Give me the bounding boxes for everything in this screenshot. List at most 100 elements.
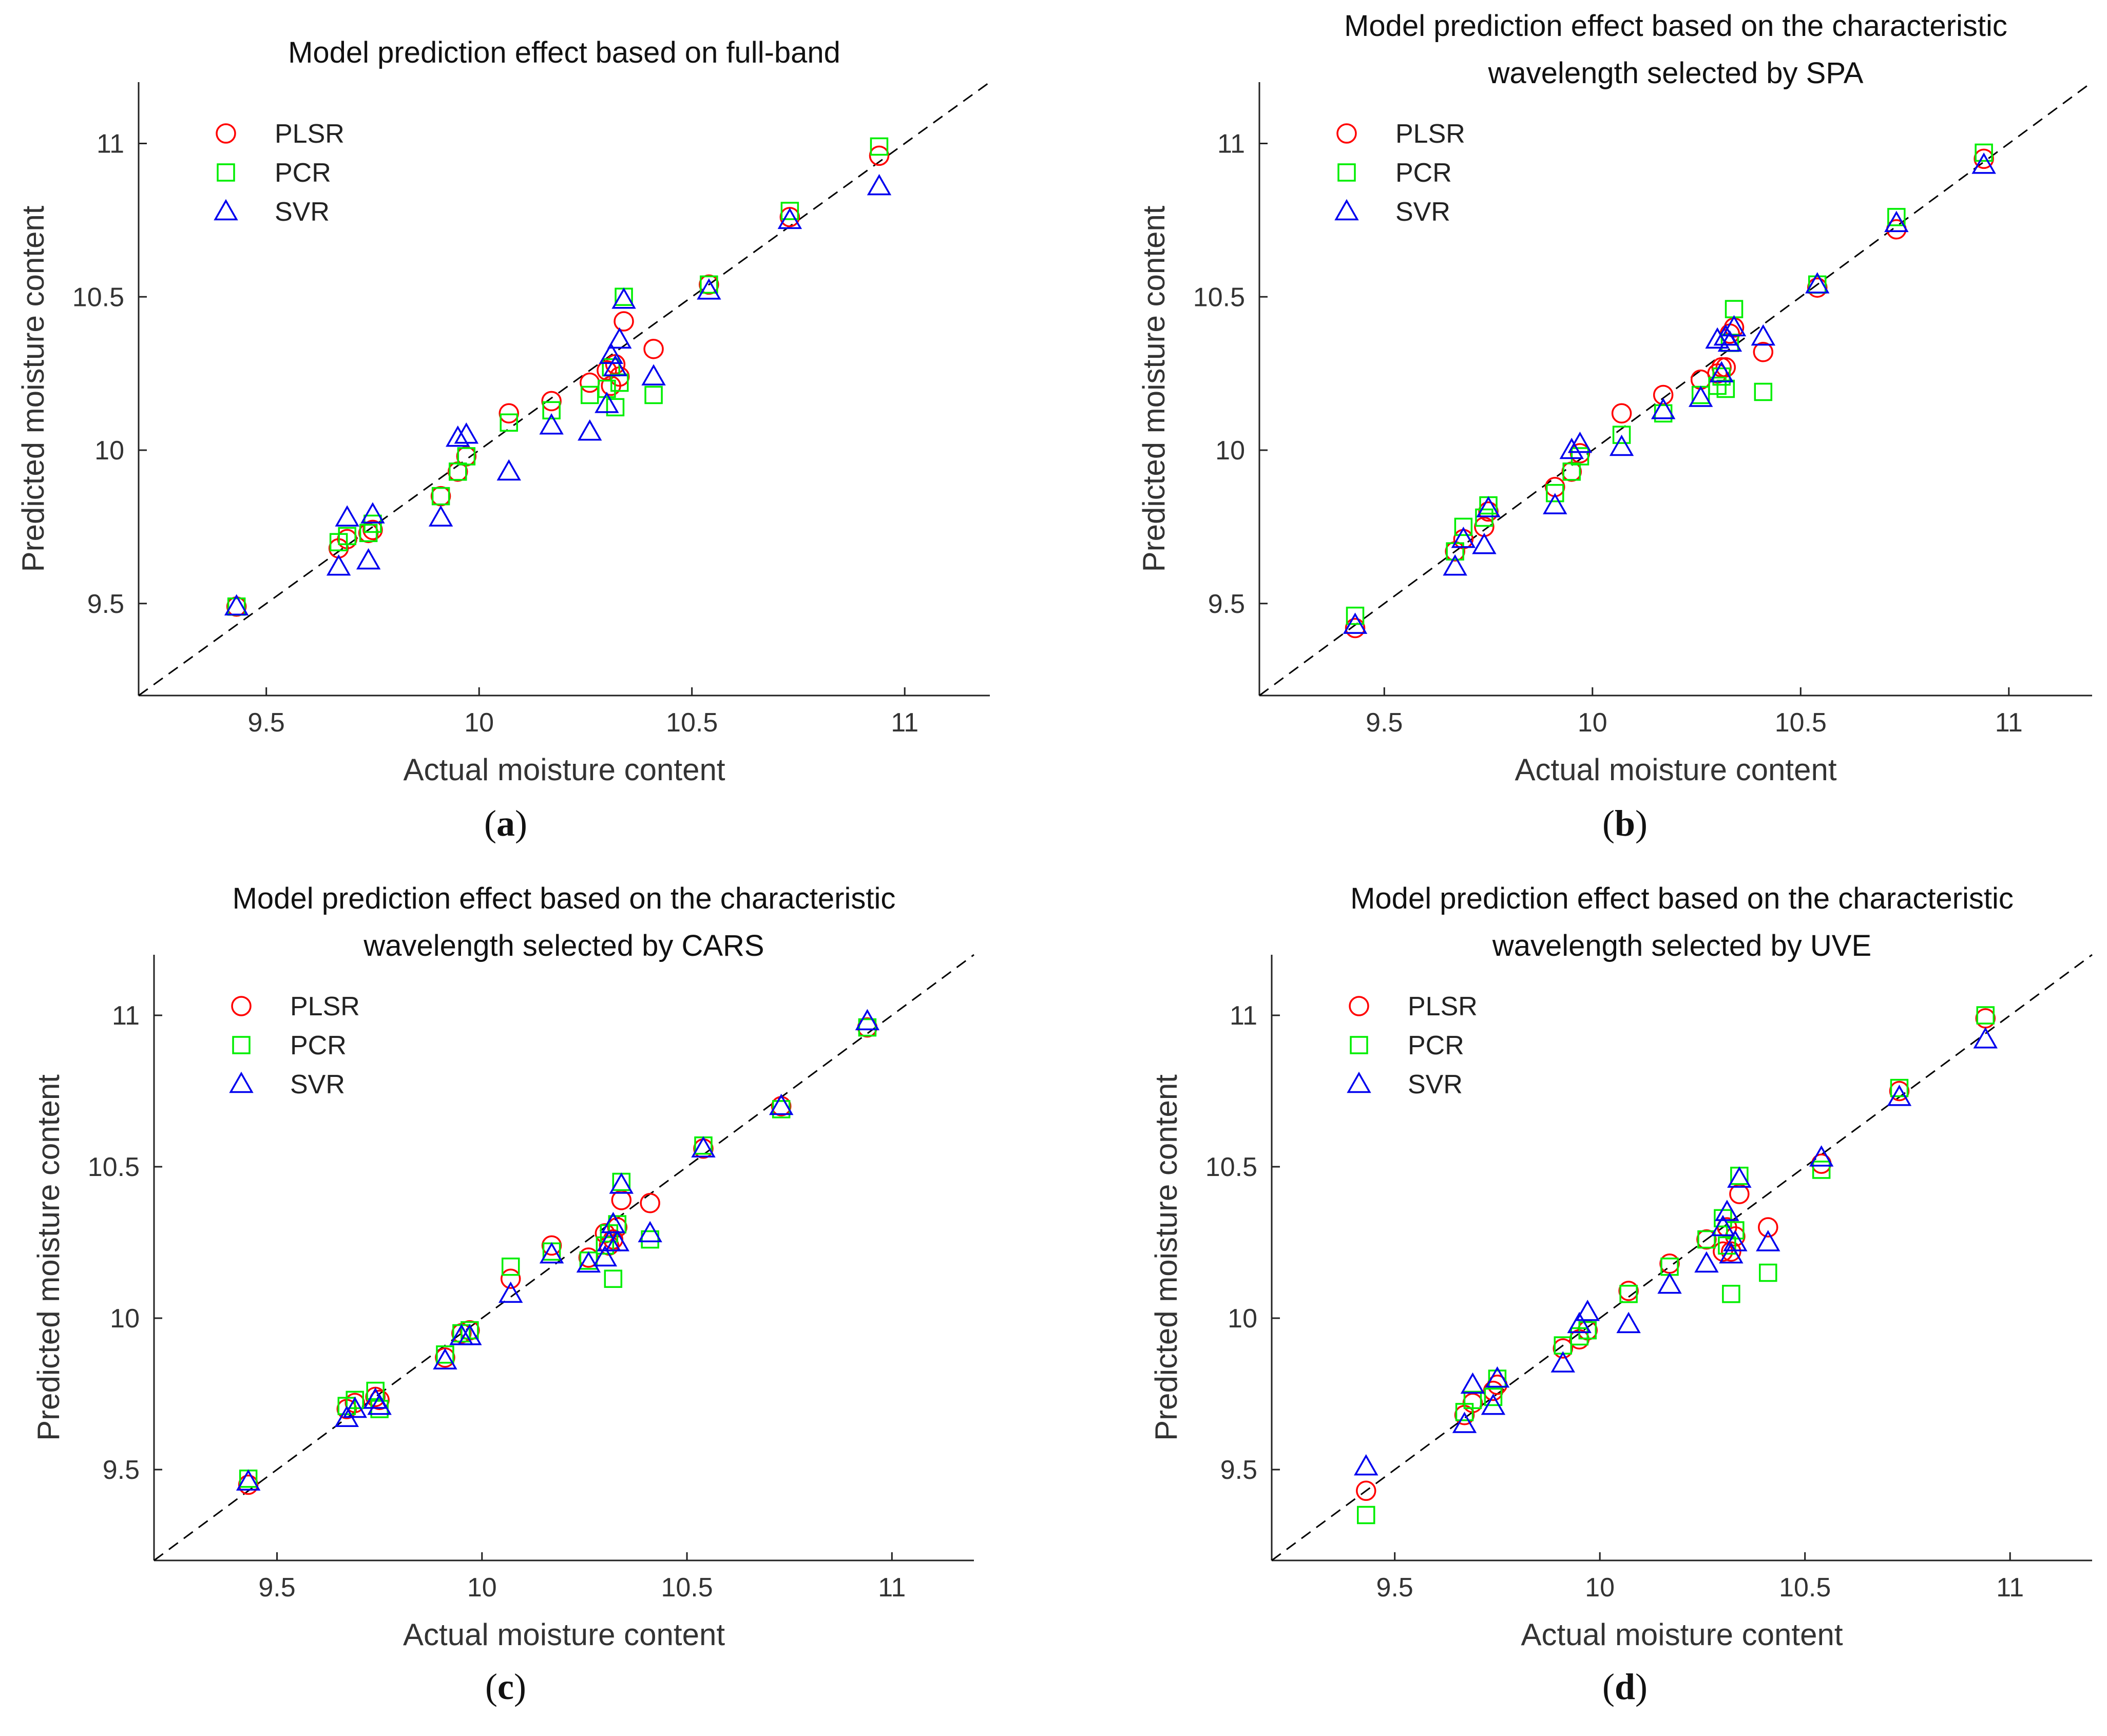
reference-line [154,954,974,1561]
legend: PLSR PCR SVR [1347,992,1478,1100]
point-svr [1727,1166,1752,1188]
y-tick-label: 9.5 [103,1455,140,1485]
x-tick-label: 11 [1996,1573,2024,1603]
y-tick-label: 10.5 [72,282,124,312]
point-pcr [1887,208,1906,226]
point-svr [1567,431,1593,453]
x-tick-label: 10.5 [661,1573,713,1603]
point-plsr [1696,1229,1717,1250]
point-svr [697,278,721,300]
point-pcr [1722,1285,1740,1303]
point-plsr [430,486,451,507]
x-axis-label: Actual moisture content [404,753,725,787]
point-plsr [1753,342,1774,362]
point-svr [769,1093,794,1115]
point-pcr [1346,606,1365,625]
point-svr [1550,1351,1576,1373]
point-plsr [1715,357,1736,378]
legend-marker-svr [1347,1071,1371,1093]
point-svr [1809,1145,1834,1167]
point-svr [335,505,359,527]
point-plsr [238,1474,259,1495]
point-svr [605,1230,630,1251]
point-pcr [1619,1285,1638,1303]
point-plsr [614,311,634,332]
chart-panel-c: 9.5 10 10.5 11 9.5 10 10.5 11 Model prediction e… [31,882,974,1707]
chart-title-line: Model prediction effect based on the cha… [233,882,896,915]
point-pcr [1546,484,1564,503]
x-tick-label: 9.5 [1376,1573,1413,1603]
point-pcr [366,1381,385,1400]
point-svr [638,1221,662,1243]
point-plsr [500,1268,521,1289]
point-svr [367,1393,392,1415]
point-svr [1452,1412,1477,1433]
point-pcr [501,1257,520,1276]
point-pcr [1754,382,1773,401]
point-svr [855,1009,880,1031]
point-plsr [640,1193,660,1213]
point-svr [496,459,521,481]
legend-marker-plsr [1336,123,1357,144]
point-plsr [1553,1338,1574,1359]
y-tick-label: 10 [94,436,124,466]
point-svr [1567,1311,1592,1334]
x-axis-label: Actual moisture content [1521,1617,1843,1652]
point-pcr [359,524,378,543]
legend-marker-pcr [217,163,235,182]
point-svr [1756,1230,1780,1251]
point-pcr [1725,300,1744,318]
x-tick-label: 11 [891,708,918,738]
y-tick-label: 10.5 [1205,1152,1257,1182]
chart-title-line: wavelength selected by UVE [1492,929,1871,962]
legend-label-plsr: PLSR [1408,992,1478,1021]
x-axis-label: Actual moisture content [1515,753,1837,787]
x-tick-label: 11 [1995,708,2023,738]
y-tick-label: 11 [1230,1001,1257,1031]
point-pcr [436,1345,454,1364]
chart-title-line: wavelength selected by CARS [363,929,764,962]
point-svr [1723,1230,1748,1251]
point-plsr [1807,277,1828,298]
point-pcr [1475,508,1493,527]
point-pcr [644,385,663,404]
point-svr [1472,532,1497,554]
point-svr [539,413,564,435]
point-svr [1481,1393,1506,1415]
point-svr [360,502,385,524]
point-pcr [1759,1263,1777,1282]
point-svr [1443,554,1467,576]
point-pcr [1976,1006,1995,1025]
y-tick-label: 10 [1215,436,1245,466]
point-svr [1688,385,1713,407]
point-plsr [499,403,519,424]
reference-line [1271,954,2093,1561]
legend-marker-svr [229,1071,254,1093]
panel-caption: (c) [485,1666,526,1707]
point-plsr [1478,501,1499,522]
point-svr [1805,272,1830,294]
legend-marker-pcr [1337,163,1356,182]
legend-label-svr: SVR [275,197,330,227]
chart-panel-a: 9.5 10 10.5 11 9.5 10 10.5 11 Model prediction e… [16,36,990,844]
point-pcr [641,1230,659,1249]
point-svr [457,1324,482,1345]
point-svr [603,355,628,376]
point-plsr [1356,1480,1376,1501]
chart-title-line: wavelength selected by SPA [1488,56,1864,90]
chart-panel-b: 9.5 10 10.5 11 9.5 10 10.5 11 Model prediction e… [1137,9,2093,844]
point-svr [446,425,470,447]
point-plsr [541,1235,562,1256]
point-plsr [1713,1241,1733,1262]
chart-title-line: Model prediction effect based on the cha… [1350,882,2014,915]
series-plsr [1345,148,1994,639]
point-pcr [1463,1391,1482,1410]
point-svr [1559,437,1584,459]
y-tick-label: 9.5 [87,589,124,619]
chart-title-line: Model prediction effect based on the cha… [1344,9,2007,43]
series-svr [1354,1027,1998,1476]
y-axis-label: Predicted moisture content [31,1074,66,1441]
point-pcr [1890,1078,1909,1097]
x-tick-label: 10 [467,1573,497,1603]
chart-title-line: Model prediction effect based on full-ba… [288,36,840,69]
